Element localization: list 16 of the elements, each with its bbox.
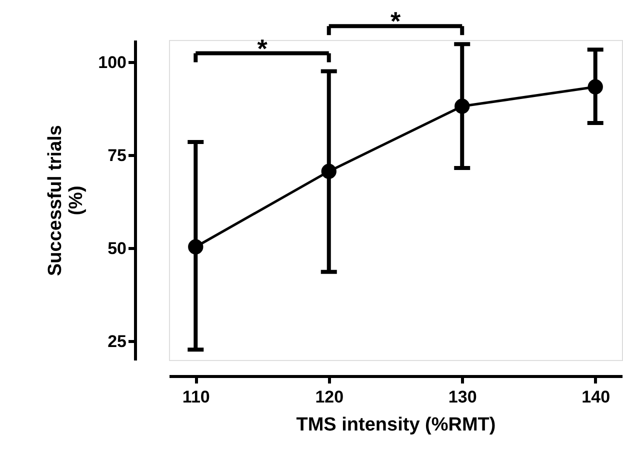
annotation: * <box>257 33 268 64</box>
x-tick-label: 140 <box>582 388 610 406</box>
point <box>454 98 470 114</box>
x-axis-title: TMS intensity (%RMT) <box>296 414 496 436</box>
x-tick-label: 110 <box>182 388 210 406</box>
point <box>321 164 336 179</box>
point <box>188 239 204 254</box>
x-tick-label: 130 <box>448 388 477 406</box>
y-tick-label: 100 <box>98 52 126 72</box>
y-tick-label: 75 <box>108 146 126 165</box>
y-tick-label: 50 <box>108 238 126 258</box>
y-axis-title: Successful trials (%) <box>45 124 88 276</box>
y-tick-label: 25 <box>108 332 126 351</box>
x-tick-label: 120 <box>315 388 344 406</box>
text: * <box>390 6 402 36</box>
point <box>588 79 603 94</box>
